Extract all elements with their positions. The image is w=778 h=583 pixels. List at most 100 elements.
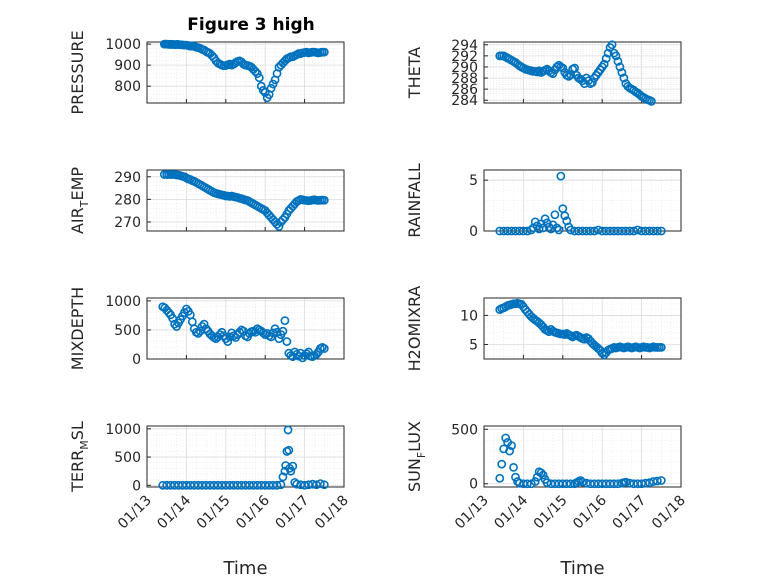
x-tick-label: 01/13 <box>115 493 155 533</box>
x-tick-label: 01/16 <box>570 492 610 532</box>
data-point <box>278 215 288 225</box>
data-point <box>613 57 623 66</box>
axes-frame <box>146 41 345 104</box>
y-axis-label: RAINFALL <box>405 163 424 238</box>
y-tick-label: 286 <box>451 82 478 98</box>
data-point <box>266 83 276 93</box>
y-tick-label: 0 <box>469 477 478 493</box>
y-tick-label: 284 <box>451 93 478 109</box>
data-point <box>552 62 562 72</box>
x-axis-label: Time <box>222 558 267 579</box>
panel-terr-msl: 0 500 1000 TERRMSL 01/13 01/14 01/15 01/16 01/17… <box>68 421 352 579</box>
data-point <box>315 479 325 489</box>
y-axis-label: TERRMSL <box>68 421 91 493</box>
data-point <box>511 472 520 482</box>
data-point <box>656 476 666 485</box>
x-tick-label: 01/18 <box>312 493 352 533</box>
data-point <box>645 478 654 488</box>
panel-sun-flux: 0 500 SUNFLUX 01/13 01/14 01/15 01/16 01/17 01/1… <box>405 421 689 579</box>
data-point <box>542 478 552 488</box>
y-axis-label: MIXDEPTH <box>68 287 87 370</box>
x-tick-label: 01/17 <box>273 493 313 533</box>
data-point <box>641 478 650 488</box>
axes-frame <box>146 169 345 232</box>
x-tick-label: 01/14 <box>154 492 194 532</box>
axes-frame <box>483 425 682 488</box>
y-tick-label: 1000 <box>105 37 141 53</box>
data-point <box>656 226 666 236</box>
data-point <box>534 224 544 234</box>
data-point <box>280 316 290 326</box>
data-point <box>649 477 658 486</box>
data-point <box>283 425 293 435</box>
data-point <box>312 349 321 359</box>
data-point <box>288 461 298 471</box>
data-point <box>319 47 329 57</box>
data-point <box>615 62 625 72</box>
data-point <box>587 78 597 87</box>
panel-rainfall: 0 5 RAINFALL <box>405 163 682 240</box>
data-point <box>254 73 264 83</box>
y-tick-label: 294 <box>451 38 478 54</box>
data-point <box>495 473 505 483</box>
x-tick-label: 01/15 <box>194 493 234 533</box>
y-axis-label: SUNFLUX <box>405 421 428 492</box>
y-tick-label: 0 <box>132 478 141 494</box>
data-point <box>250 67 260 76</box>
y-tick-label: 292 <box>451 49 478 65</box>
data-point <box>544 327 554 337</box>
data-point <box>286 466 296 476</box>
y-axis-label: THETA <box>405 47 424 99</box>
data-point <box>578 477 587 487</box>
y-tick-label: 290 <box>114 170 141 186</box>
data-point <box>284 445 294 455</box>
data-point <box>268 79 278 89</box>
x-tick-label: 01/15 <box>531 493 571 533</box>
data-point <box>603 48 613 58</box>
y-tick-label: 5 <box>469 337 478 353</box>
data-point <box>530 477 540 486</box>
data-point <box>168 313 178 323</box>
axes-frame <box>146 297 345 360</box>
panel-mixdepth: 0 500 1000 MIXDEPTH <box>68 287 345 370</box>
y-tick-label: 290 <box>451 60 478 76</box>
data-point <box>566 70 576 80</box>
panel-pressure: 800 900 1000 PRESSURE <box>68 30 345 115</box>
data-point <box>193 329 203 338</box>
y-tick-label: 288 <box>451 71 478 87</box>
data-point <box>558 63 568 73</box>
data-point <box>319 195 329 205</box>
data-point <box>613 479 623 489</box>
data-point <box>252 69 262 78</box>
data-point <box>522 479 532 489</box>
x-tick-label: 01/14 <box>491 492 531 532</box>
y-tick-label: 900 <box>114 58 141 74</box>
data-point <box>274 222 284 231</box>
data-point <box>566 479 576 489</box>
data-point <box>497 459 507 469</box>
data-point <box>560 211 570 221</box>
data-point <box>538 470 548 480</box>
data-point <box>656 342 666 352</box>
data-point <box>505 446 515 456</box>
axes-frame <box>483 41 682 104</box>
y-tick-label: 5 <box>469 173 478 189</box>
data-point <box>601 54 611 64</box>
data-point <box>256 81 266 91</box>
data-point <box>599 59 609 69</box>
data-point <box>552 223 562 233</box>
x-axis-label: Time <box>559 558 604 579</box>
y-tick-label: 0 <box>469 224 478 240</box>
x-tick-label: 01/13 <box>452 493 492 533</box>
data-point <box>619 73 629 83</box>
y-tick-label: 800 <box>114 79 141 95</box>
data-point <box>170 319 179 329</box>
figure-title: Figure 3 high <box>187 15 315 35</box>
data-point <box>607 40 617 50</box>
data-point <box>556 171 566 181</box>
y-tick-label: 1000 <box>105 422 141 438</box>
data-point <box>637 479 646 489</box>
data-point <box>278 326 288 336</box>
data-point <box>215 330 225 339</box>
